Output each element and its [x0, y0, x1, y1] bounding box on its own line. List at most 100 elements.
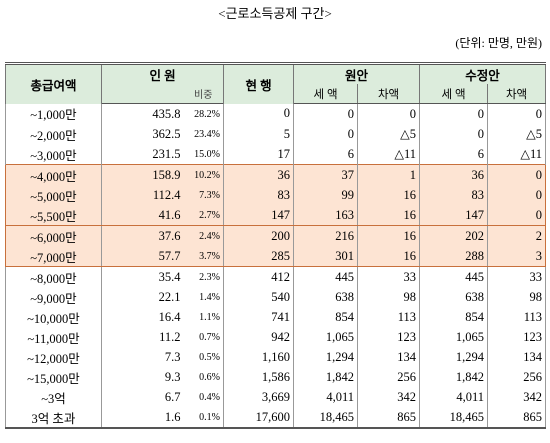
- unit-note: (단위: 만명, 만원): [455, 36, 542, 50]
- cell: 147: [223, 205, 294, 226]
- cell: 22.1: [101, 287, 184, 307]
- cell: 6: [293, 144, 358, 165]
- table-row: 3억 초과 1.6 0.1% 17,600 18,465 865 18,465 865: [5, 407, 547, 429]
- cell: 0: [419, 124, 488, 144]
- row-label: ~6,000만: [5, 225, 102, 246]
- table-row: ~9,000만 22.1 1.4% 540 638 98 638 98: [5, 287, 547, 307]
- header-cell: 세 액: [419, 84, 489, 104]
- table-row: ~1,000만 435.8 28.2% 0 0 0 0 0: [5, 103, 547, 124]
- cell: 18,465: [293, 407, 358, 429]
- cell: 0.1%: [183, 407, 224, 429]
- cell: 342: [357, 387, 420, 407]
- cell: 1,160: [223, 347, 294, 367]
- row-label: ~9,000만: [5, 287, 102, 307]
- cell: 98: [487, 287, 547, 307]
- cell: 9.3: [101, 367, 184, 387]
- cell: 0: [293, 103, 358, 124]
- cell: 854: [419, 307, 488, 327]
- cell: 0: [487, 103, 547, 124]
- cell: △11: [357, 144, 420, 165]
- cell: 445: [419, 266, 488, 287]
- cell: 1,065: [293, 327, 358, 347]
- cell: 285: [223, 246, 294, 267]
- cell: 1,294: [419, 347, 488, 367]
- cell: 0.5%: [199, 351, 221, 363]
- cell: 16.4: [101, 307, 184, 327]
- header-cell: 인 원: [100, 62, 225, 84]
- row-label: ~2,000만: [5, 124, 102, 144]
- cell: 200: [223, 225, 294, 246]
- table-row: ~10,000만 16.4 1.1% 741 854 113 854 113: [5, 307, 547, 327]
- cell: 0: [419, 103, 488, 124]
- cell: 6.7: [101, 387, 184, 407]
- cell: 113: [487, 307, 547, 327]
- cell: 3,669: [223, 387, 294, 407]
- cell: 16: [357, 246, 420, 267]
- row-label: ~3억: [5, 387, 102, 407]
- header-cell: 차액: [357, 84, 421, 104]
- row-label: ~4,000만: [5, 164, 102, 185]
- row-label: ~7,000만: [5, 246, 102, 267]
- cell: 35.4: [101, 266, 184, 287]
- cell: 6: [419, 144, 488, 165]
- cell: 1,065: [419, 327, 488, 347]
- table-row: ~8,000만 35.4 2.3% 412 445 33 445 33: [5, 266, 547, 287]
- cell: 2.3%: [199, 271, 221, 283]
- cell: 16: [357, 225, 420, 246]
- cell: 113: [357, 307, 420, 327]
- cell: 0.6%: [199, 371, 221, 383]
- cell: 16: [357, 205, 420, 226]
- cell: 15.0%: [194, 148, 221, 160]
- cell: 435.8: [101, 103, 184, 124]
- cell: 1: [357, 164, 420, 185]
- cell: 163: [293, 205, 358, 226]
- header-cell: 수정안: [419, 62, 547, 84]
- cell: 83: [419, 185, 488, 205]
- cell: 256: [487, 367, 547, 387]
- cell: 36: [223, 164, 294, 185]
- cell: 2: [487, 225, 547, 246]
- cell: 10.2%: [183, 164, 224, 185]
- header-cell: 원안: [293, 62, 421, 84]
- cell: 57.7: [101, 246, 184, 267]
- cell: 256: [357, 367, 420, 387]
- cell: 0: [487, 185, 547, 205]
- row-label: ~15,000만: [5, 367, 102, 387]
- row-label: ~5,500만: [5, 205, 102, 226]
- cell: 202: [419, 225, 488, 246]
- table-row: ~5,000만 112.4 7.3% 83 99 16 83 0: [5, 185, 547, 205]
- cell: △11: [487, 144, 547, 165]
- table-row: ~3억 6.7 0.4% 3,669 4,011 342 4,011 342: [5, 387, 547, 407]
- cell: 638: [419, 287, 488, 307]
- table-row: ~15,000만 9.3 0.6% 1,586 1,842 256 1,842 256: [5, 367, 547, 387]
- cell: 123: [357, 327, 420, 347]
- cell: 741: [223, 307, 294, 327]
- cell: 7.3%: [183, 185, 224, 205]
- cell: 16: [357, 185, 420, 205]
- table-header: 총급여액 인 원 현 행 원안 수정안 비중 세 액 차액 세 액 차액: [5, 62, 547, 104]
- cell: 0.4%: [199, 391, 221, 403]
- cell: 288: [419, 246, 488, 267]
- cell: 638: [293, 287, 358, 307]
- cell: 362.5: [101, 124, 184, 144]
- cell: 41.6: [101, 205, 184, 226]
- cell: 231.5: [101, 144, 184, 165]
- cell: 7.3: [101, 347, 184, 367]
- cell: 36: [419, 164, 488, 185]
- row-label: ~12,000만: [5, 347, 102, 367]
- cell: 5: [223, 124, 294, 144]
- cell: △5: [357, 124, 420, 144]
- cell: 865: [487, 407, 547, 429]
- header-cell: 차액: [487, 84, 547, 104]
- row-label: ~10,000만: [5, 307, 102, 327]
- cell: 1,294: [293, 347, 358, 367]
- cell: 18,465: [419, 407, 488, 429]
- row-label: ~11,000만: [5, 327, 102, 347]
- cell: 942: [223, 327, 294, 347]
- table-row: ~11,000만 11.2 0.7% 942 1,065 123 1,065 123: [5, 327, 547, 347]
- cell: 216: [293, 225, 358, 246]
- cell: 2.7%: [183, 205, 224, 226]
- cell: 158.9: [101, 164, 184, 185]
- header-cell: 총급여액: [5, 62, 102, 104]
